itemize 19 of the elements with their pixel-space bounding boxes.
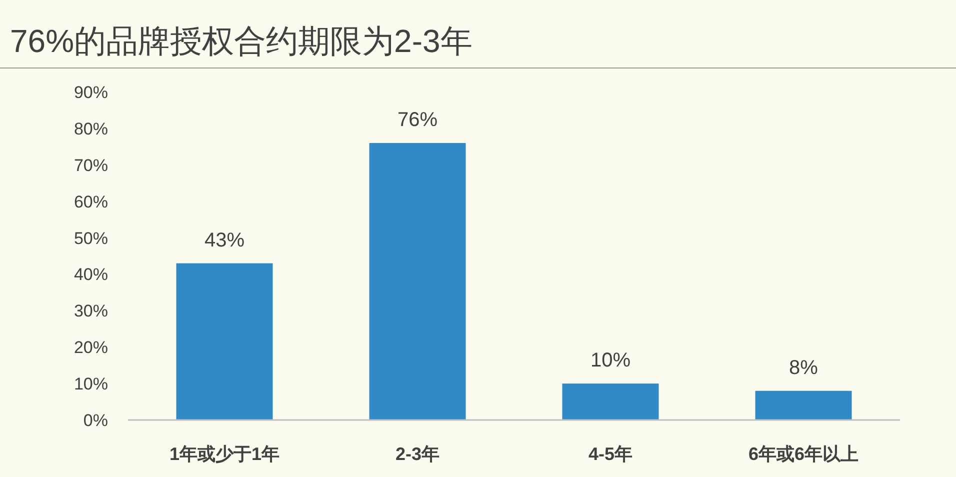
y-tick-label: 20% <box>74 338 108 358</box>
y-tick-label: 40% <box>74 265 108 284</box>
data-label: 43% <box>204 229 245 252</box>
y-tick-label: 30% <box>74 302 108 321</box>
y-tick-label: 90% <box>74 83 108 102</box>
x-tick-label: 4-5年 <box>588 444 633 464</box>
y-tick-label: 50% <box>74 228 108 248</box>
y-tick-label: 60% <box>74 192 108 212</box>
y-tick-label: 80% <box>74 119 108 138</box>
y-tick-label: 10% <box>74 374 108 394</box>
x-tick-label: 1年或少于1年 <box>169 444 280 464</box>
y-tick-label: 70% <box>74 156 108 175</box>
x-tick-label: 6年或6年以上 <box>748 444 859 464</box>
data-label: 10% <box>590 350 631 372</box>
data-label: 76% <box>397 109 438 132</box>
title: 76%的品牌授权合约期限为2-3年 <box>10 23 472 59</box>
x-tick-label: 2-3年 <box>395 444 440 464</box>
y-tick-label: 0% <box>83 411 108 430</box>
data-label: 8% <box>789 356 818 379</box>
